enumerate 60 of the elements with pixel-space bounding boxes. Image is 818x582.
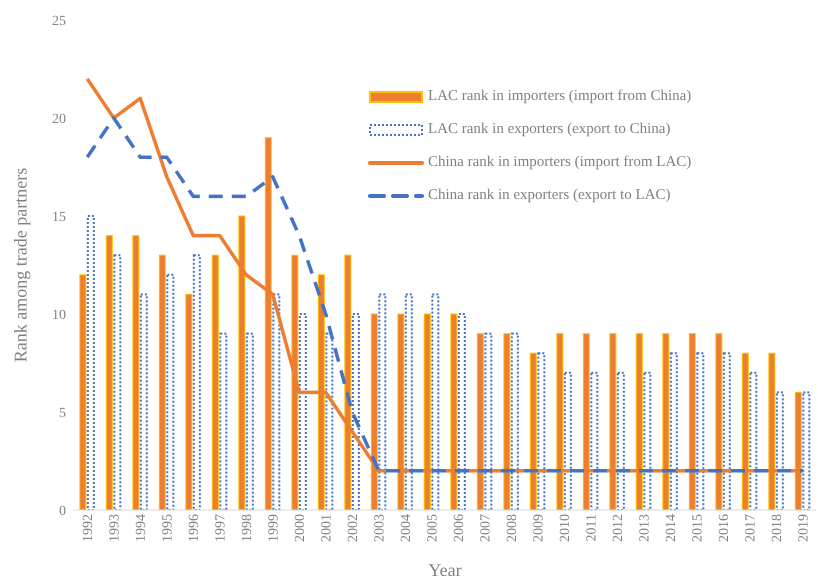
y-tick-label: 20 [52,112,66,127]
legend-label: China rank in exporters (export to LAC) [428,187,670,204]
bar [158,254,166,510]
y-tick-label: 10 [52,308,66,323]
x-tick-label: 2014 [664,514,680,542]
legend-label: LAC rank in importers (import from China) [428,88,692,105]
bar [219,332,228,510]
bar [113,254,122,510]
bar [166,274,174,510]
x-axis-title: Year [428,560,462,580]
bar [79,274,86,510]
legend-label: China rank in importers (import from LAC) [428,154,692,171]
x-tick-label: 2010 [558,514,574,542]
bar [192,254,201,510]
bar [272,293,280,510]
bar [86,215,95,510]
bar [662,333,670,510]
x-tick-label: 1997 [214,514,229,542]
x-tick-label: 2019 [796,514,812,542]
bar [212,254,219,510]
x-tick-label: 2016 [717,514,732,542]
legend-label: LAC rank in exporters (export to China) [428,121,670,138]
y-tick-label: 15 [52,210,66,225]
x-tick-label: 2001 [320,514,335,542]
bar [688,333,696,510]
x-tick-label: 2018 [770,514,786,542]
bar [530,352,537,510]
x-tick-label: 2006 [452,514,468,542]
bar [246,332,254,510]
x-tick-label: 1999 [266,514,282,542]
y-tick-label: 0 [59,504,66,519]
x-tick-label: 2017 [744,514,759,542]
x-tick-label: 2013 [638,514,653,542]
x-tick-label: 1996 [187,514,202,542]
y-tick-label: 5 [59,406,66,421]
y-axis-title: Rank among trade partners [10,168,30,362]
x-tick-label: 1998 [240,514,256,542]
bar [503,333,510,510]
x-tick-label: 2008 [505,514,520,542]
x-tick-label: 2005 [426,514,441,542]
x-tick-label: 1993 [108,514,123,542]
x-tick-label: 2011 [584,514,600,542]
x-tick-label: 2015 [690,514,706,542]
x-tick-label: 2012 [611,514,626,542]
bar [722,352,731,510]
bar [140,293,148,510]
bar [185,294,192,510]
x-tick-label: 1992 [81,514,96,542]
y-tick-label: 25 [52,14,66,29]
x-tick-label: 1995 [160,514,176,542]
x-tick-label: 2000 [293,514,308,542]
x-tick-label: 1994 [134,514,150,542]
x-tick-label: 2007 [478,514,494,542]
bar [132,235,140,510]
bar [298,313,307,510]
x-tick-label: 2004 [399,514,414,542]
x-tick-label: 2009 [532,514,547,542]
x-tick-label: 2003 [372,514,388,542]
x-tick-label: 2002 [346,514,362,542]
bar [106,235,113,510]
